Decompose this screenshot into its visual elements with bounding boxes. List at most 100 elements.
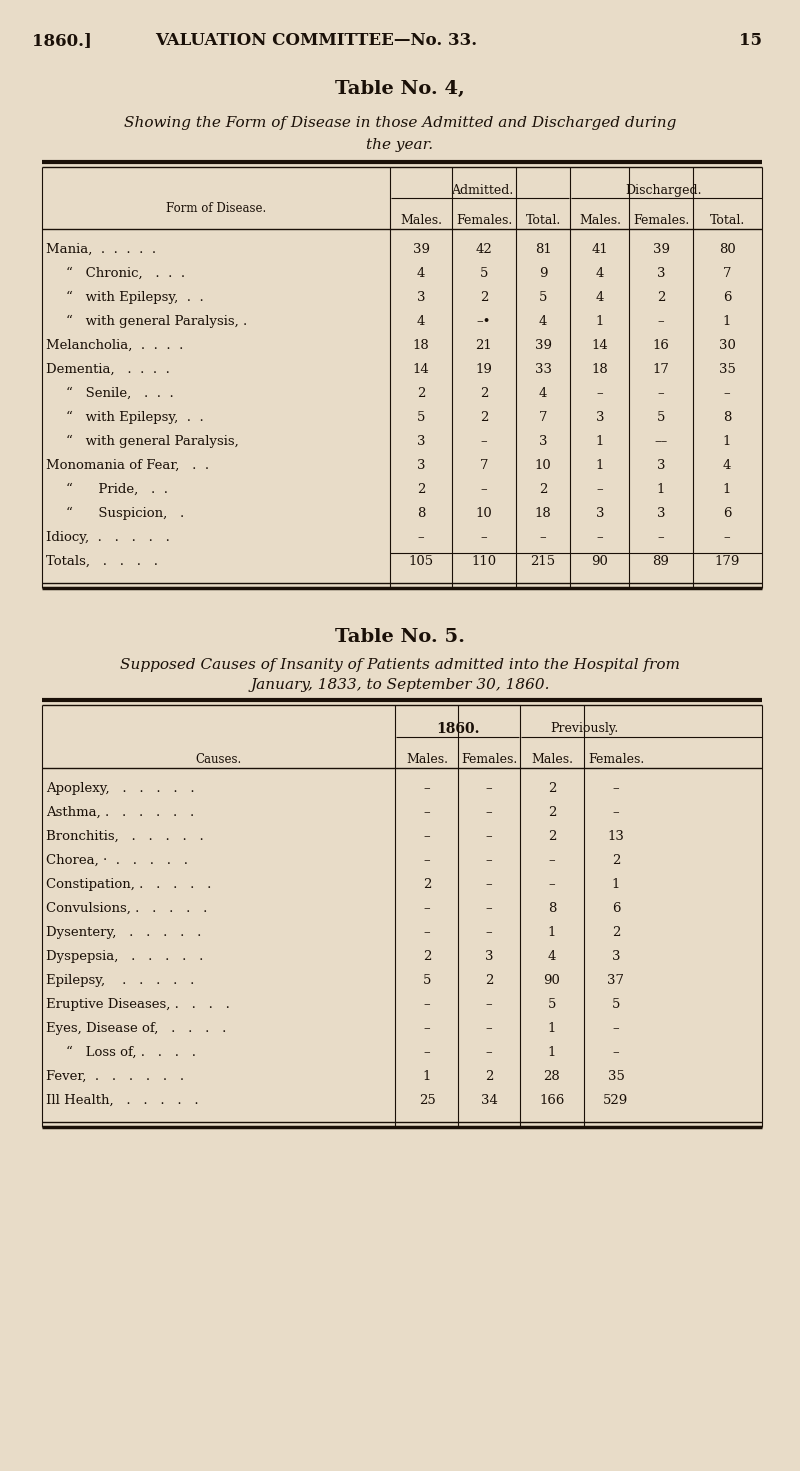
Text: 4: 4 <box>539 315 547 328</box>
Text: Males.: Males. <box>579 213 621 227</box>
Text: “   with general Paralysis,: “ with general Paralysis, <box>66 435 238 449</box>
Text: 7: 7 <box>538 410 547 424</box>
Text: 39: 39 <box>653 243 670 256</box>
Text: –: – <box>597 482 603 496</box>
Text: –: – <box>486 878 492 891</box>
Text: 2: 2 <box>548 830 556 843</box>
Text: Epilepsy,    .   .   .   .   .: Epilepsy, . . . . . <box>46 974 194 987</box>
Text: –: – <box>486 997 492 1011</box>
Text: 2: 2 <box>548 806 556 819</box>
Text: 3: 3 <box>538 435 547 449</box>
Text: 1: 1 <box>723 315 731 328</box>
Text: 5: 5 <box>480 268 488 279</box>
Text: 1: 1 <box>596 315 604 328</box>
Text: 110: 110 <box>471 555 497 568</box>
Text: –: – <box>486 855 492 866</box>
Text: 4: 4 <box>417 315 425 328</box>
Text: Eyes, Disease of,   .   .   .   .: Eyes, Disease of, . . . . <box>46 1022 226 1036</box>
Text: 5: 5 <box>657 410 665 424</box>
Text: 41: 41 <box>592 243 608 256</box>
Text: 17: 17 <box>653 363 670 377</box>
Text: Females.: Females. <box>588 753 644 766</box>
Text: –: – <box>424 806 430 819</box>
Text: 4: 4 <box>596 268 604 279</box>
Text: Total.: Total. <box>710 213 745 227</box>
Text: Idiocy,  .   .   .   .   .: Idiocy, . . . . . <box>46 531 170 544</box>
Text: 1: 1 <box>548 1046 556 1059</box>
Text: –: – <box>481 531 487 544</box>
Text: 105: 105 <box>409 555 434 568</box>
Text: 34: 34 <box>481 1094 498 1108</box>
Text: 179: 179 <box>714 555 740 568</box>
Text: 2: 2 <box>480 410 488 424</box>
Text: Apoplexy,   .   .   .   .   .: Apoplexy, . . . . . <box>46 783 194 794</box>
Text: 1860.]: 1860.] <box>32 32 92 49</box>
Text: 166: 166 <box>539 1094 565 1108</box>
Text: –: – <box>613 806 619 819</box>
Text: 2: 2 <box>480 387 488 400</box>
Text: 30: 30 <box>718 338 735 352</box>
Text: 8: 8 <box>548 902 556 915</box>
Text: 3: 3 <box>657 507 666 521</box>
Text: –: – <box>424 1022 430 1036</box>
Text: 13: 13 <box>607 830 625 843</box>
Text: –: – <box>613 783 619 794</box>
Text: 2: 2 <box>657 291 665 304</box>
Text: 19: 19 <box>475 363 493 377</box>
Text: 4: 4 <box>417 268 425 279</box>
Text: –: – <box>613 1022 619 1036</box>
Text: 2: 2 <box>548 783 556 794</box>
Text: January, 1833, to September 30, 1860.: January, 1833, to September 30, 1860. <box>250 678 550 691</box>
Text: 3: 3 <box>485 950 494 964</box>
Text: Table No. 4,: Table No. 4, <box>335 79 465 99</box>
Text: “   with Epilepsy,  .  .: “ with Epilepsy, . . <box>66 291 204 304</box>
Text: VALUATION COMMITTEE—No. 33.: VALUATION COMMITTEE—No. 33. <box>155 32 477 49</box>
Text: 3: 3 <box>417 435 426 449</box>
Text: the year.: the year. <box>366 138 434 152</box>
Text: Dementia,   .  .  .  .: Dementia, . . . . <box>46 363 170 377</box>
Text: 4: 4 <box>539 387 547 400</box>
Text: Chorea, ·  .   .   .   .   .: Chorea, · . . . . . <box>46 855 188 866</box>
Text: 3: 3 <box>417 291 426 304</box>
Text: 3: 3 <box>417 459 426 472</box>
Text: “   Chronic,   .  .  .: “ Chronic, . . . <box>66 268 185 279</box>
Text: 4: 4 <box>723 459 731 472</box>
Text: Eruptive Diseases, .   .   .   .: Eruptive Diseases, . . . . <box>46 997 230 1011</box>
Text: 2: 2 <box>423 950 431 964</box>
Text: –: – <box>486 783 492 794</box>
Text: 5: 5 <box>612 997 620 1011</box>
Text: 1: 1 <box>723 482 731 496</box>
Text: 1: 1 <box>596 435 604 449</box>
Text: –: – <box>424 855 430 866</box>
Text: 80: 80 <box>718 243 735 256</box>
Text: 3: 3 <box>657 268 666 279</box>
Text: Supposed Causes of Insanity of Patients admitted into the Hospital from: Supposed Causes of Insanity of Patients … <box>120 658 680 672</box>
Text: –: – <box>424 1046 430 1059</box>
Text: 39: 39 <box>413 243 430 256</box>
Text: “      Suspicion,   .: “ Suspicion, . <box>66 507 184 521</box>
Text: 2: 2 <box>485 1069 493 1083</box>
Text: 2: 2 <box>417 482 425 496</box>
Text: Dyspepsia,   .   .   .   .   .: Dyspepsia, . . . . . <box>46 950 203 964</box>
Text: Males.: Males. <box>400 213 442 227</box>
Text: 18: 18 <box>413 338 430 352</box>
Text: –: – <box>481 435 487 449</box>
Text: 1: 1 <box>548 927 556 938</box>
Text: 14: 14 <box>592 338 608 352</box>
Text: Females.: Females. <box>461 753 517 766</box>
Text: 81: 81 <box>534 243 551 256</box>
Text: –: – <box>424 927 430 938</box>
Text: 2: 2 <box>485 974 493 987</box>
Text: 42: 42 <box>476 243 492 256</box>
Text: –: – <box>486 830 492 843</box>
Text: “   Senile,   .  .  .: “ Senile, . . . <box>66 387 174 400</box>
Text: 529: 529 <box>603 1094 629 1108</box>
Text: Monomania of Fear,   .  .: Monomania of Fear, . . <box>46 459 209 472</box>
Text: –: – <box>658 315 664 328</box>
Text: Totals,   .   .   .   .: Totals, . . . . <box>46 555 158 568</box>
Text: “      Pride,   .  .: “ Pride, . . <box>66 482 168 496</box>
Text: –: – <box>418 531 424 544</box>
Text: Dysentery,   .   .   .   .   .: Dysentery, . . . . . <box>46 927 202 938</box>
Text: –: – <box>658 531 664 544</box>
Text: 1: 1 <box>723 435 731 449</box>
